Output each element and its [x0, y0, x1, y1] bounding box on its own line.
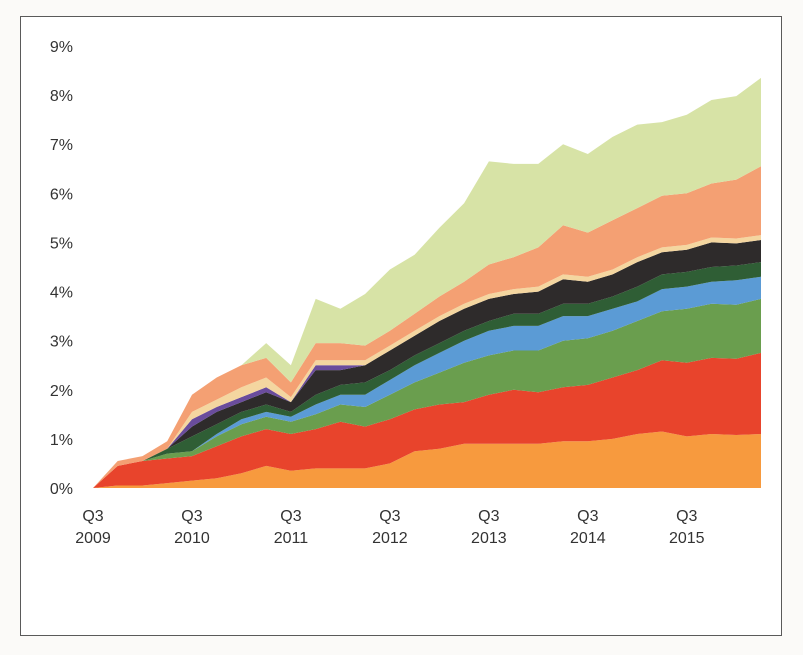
- area-series-6: [93, 240, 761, 488]
- area-series-10: [93, 77, 761, 489]
- y-tick-label: 9%: [50, 39, 73, 56]
- y-tick-label: 6%: [50, 186, 73, 203]
- x-tick-label: 2010: [174, 530, 210, 547]
- x-tick-label: Q3: [478, 508, 499, 525]
- y-tick-label: 7%: [50, 137, 73, 154]
- x-tick-label: 2014: [570, 530, 606, 547]
- area-series-9: [93, 166, 761, 489]
- x-tick-label: Q3: [82, 508, 103, 525]
- area-series-5: [93, 262, 761, 488]
- x-axis-ticks: Q3 2009 Q3 2010 Q3 2011 Q3 2012 Q3 2013 Q3 2014 Q3 20…: [75, 508, 704, 547]
- x-tick-label: 2009: [75, 530, 111, 547]
- y-tick-label: 1%: [50, 432, 73, 449]
- x-tick-label: 2013: [471, 530, 507, 547]
- y-tick-label: 4%: [50, 285, 73, 302]
- area-series-3: [93, 298, 761, 488]
- x-tick-label: 2012: [372, 530, 408, 547]
- x-tick-label: Q3: [577, 508, 598, 525]
- y-axis-ticks: 0% 1% 2% 3% 4% 5% 6% 7% 8% 9%: [50, 39, 73, 498]
- stacked-area-chart: 0%1%2%3%4%5%6%7%8%9% Q32009Q32010Q32011Q…: [50, 39, 761, 547]
- y-tick-label: 2%: [50, 383, 73, 400]
- y-tick-label: 8%: [50, 88, 73, 105]
- x-tick-label: Q3: [181, 508, 202, 525]
- area-layers: [93, 77, 761, 489]
- x-tick-label: Q3: [280, 508, 301, 525]
- x-tick-label: Q3: [379, 508, 400, 525]
- x-tick-label: 2015: [669, 530, 705, 547]
- y-tick-label: 0%: [50, 481, 73, 498]
- x-tick-label: Q3: [676, 508, 697, 525]
- area-series-2: [93, 352, 761, 488]
- chart-frame: 0% 1% 2% 3% 4% 5% 6% 7% 8% 9% Q3 2009 Q3 2010 Q3 2011 Q…: [20, 16, 782, 636]
- y-tick-label: 3%: [50, 334, 73, 351]
- y-tick-label: 5%: [50, 235, 73, 252]
- area-series-1: [93, 431, 761, 488]
- area-series-4: [93, 276, 761, 488]
- x-tick-label: 2011: [274, 530, 309, 547]
